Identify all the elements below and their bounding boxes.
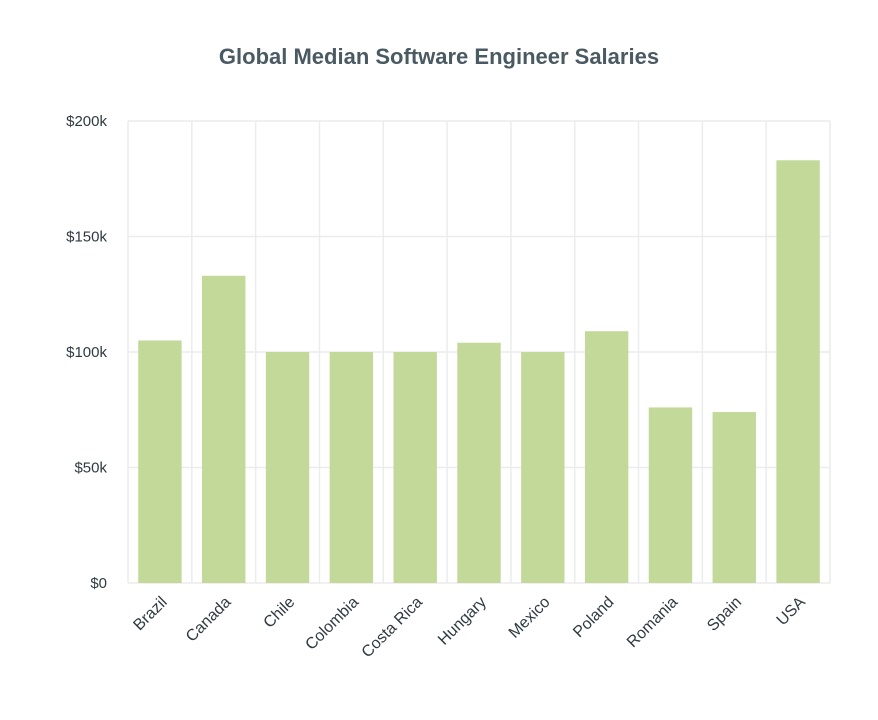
y-tick-label: $50k: [74, 460, 107, 477]
bar-colombia: [329, 352, 374, 583]
bar-romania: [648, 407, 693, 583]
x-tick-label: Poland: [570, 594, 617, 641]
x-tick-label: Chile: [261, 594, 299, 632]
x-tick-label: Brazil: [130, 594, 170, 634]
bar-canada: [202, 275, 246, 583]
x-tick-label: Costa Rica: [359, 594, 426, 661]
y-axis-ticks: $0 $50k $100k $150k $200k: [66, 113, 107, 592]
y-tick-label: $150k: [66, 229, 107, 246]
x-tick-label: Mexico: [506, 594, 554, 642]
y-tick-label: $200k: [66, 113, 107, 130]
bar-brazil: [138, 340, 182, 583]
bar-usa: [776, 160, 820, 583]
bar-mexico: [521, 352, 565, 583]
bar-spain: [712, 412, 756, 583]
x-tick-label: Canada: [183, 594, 235, 646]
x-tick-label: Colombia: [302, 594, 362, 654]
y-tick-label: $0: [90, 575, 107, 592]
bars: [138, 160, 820, 583]
x-tick-label: Romania: [624, 594, 681, 651]
x-tick-label: Spain: [704, 594, 745, 635]
chart-title: Global Median Software Engineer Salaries: [218, 44, 660, 69]
x-tick-label: USA: [774, 594, 810, 630]
bar-costa-rica: [393, 352, 437, 583]
bar-hungary: [457, 342, 501, 583]
bar-chile: [265, 352, 310, 583]
x-tick-label: Hungary: [435, 594, 490, 649]
y-tick-label: $100k: [66, 344, 107, 361]
bar-poland: [584, 331, 629, 583]
